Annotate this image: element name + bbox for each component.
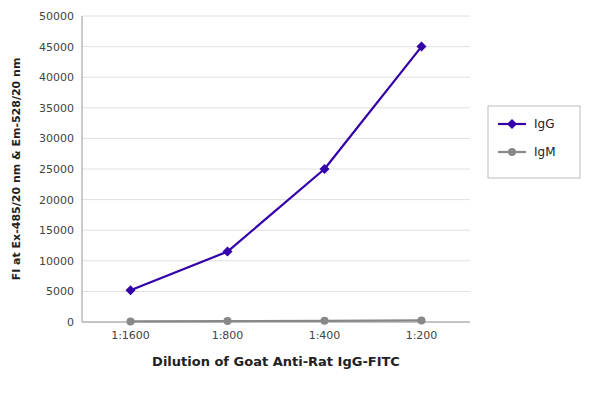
legend-frame <box>488 106 580 178</box>
plot-area <box>126 42 427 326</box>
y-tick-label: 30000 <box>39 132 74 145</box>
grid-line <box>82 169 470 170</box>
grid-line <box>82 138 470 139</box>
grid-line <box>82 16 470 17</box>
x-tick-label: 1:200 <box>406 329 438 342</box>
y-axis-label: FI at Ex-485/20 nm & Em-528/20 nm <box>10 58 23 281</box>
x-tick-label: 1:400 <box>309 329 341 342</box>
y-tick-label: 10000 <box>39 255 74 268</box>
grid-line <box>82 260 470 261</box>
data-point <box>417 42 427 52</box>
data-point <box>224 317 232 325</box>
legend-label: IgM <box>534 145 556 159</box>
data-point <box>320 164 330 174</box>
legend: IgG IgM <box>488 106 580 178</box>
data-point <box>127 317 135 325</box>
y-tick-label: 40000 <box>39 71 74 84</box>
grid-line <box>82 46 470 47</box>
grid-line <box>82 291 470 292</box>
series-line <box>131 47 422 291</box>
y-tick-label: 15000 <box>39 224 74 237</box>
y-axis-line <box>82 16 83 322</box>
data-point <box>418 316 426 324</box>
y-tick-label: 50000 <box>39 10 74 23</box>
data-point <box>321 317 329 325</box>
legend-marker <box>507 119 517 129</box>
y-tick-label: 20000 <box>39 194 74 207</box>
data-point <box>223 247 233 257</box>
grid-line <box>82 77 470 78</box>
y-grid <box>82 16 470 322</box>
series-line <box>131 319 422 322</box>
grid-line <box>82 107 470 108</box>
y-tick-label: 0 <box>67 316 74 329</box>
x-tick-label: 1:1600 <box>111 329 150 342</box>
y-tick-label: 35000 <box>39 102 74 115</box>
y-tick-label: 5000 <box>46 285 74 298</box>
y-tick-label: 45000 <box>39 41 74 54</box>
chart: 0 5000 10000 15000 20000 25000 30000 35000 40000… <box>0 0 600 399</box>
grid-line <box>82 230 470 231</box>
x-tick-label: 1:800 <box>212 329 244 342</box>
grid-line <box>82 199 470 200</box>
chart-container: 0 5000 10000 15000 20000 25000 30000 35000 40000… <box>0 0 600 399</box>
legend-label: IgG <box>534 117 554 131</box>
y-tick-label: 25000 <box>39 163 74 176</box>
x-axis-label: Dilution of Goat Anti-Rat IgG-FITC <box>152 354 400 369</box>
data-point <box>126 285 136 295</box>
legend-marker <box>508 148 516 156</box>
